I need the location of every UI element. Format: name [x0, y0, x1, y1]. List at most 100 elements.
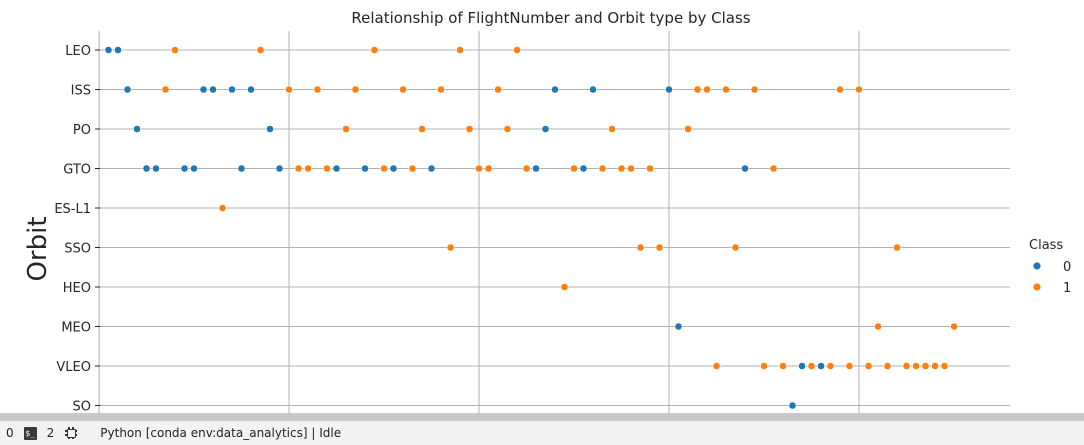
- data-point-class-0: [665, 85, 673, 94]
- data-point-class-1: [684, 125, 692, 133]
- data-point-class-1: [655, 243, 664, 252]
- data-point-class-1: [465, 125, 474, 133]
- data-point-class-1: [883, 362, 892, 370]
- data-point-class-1: [627, 164, 635, 173]
- data-point-class-1: [703, 85, 711, 94]
- data-point-class-0: [532, 164, 540, 173]
- data-point-class-0: [741, 164, 749, 173]
- data-point-class-1: [769, 164, 778, 173]
- terminal-icon[interactable]: $_: [23, 426, 37, 440]
- data-point-class-0: [551, 85, 559, 94]
- data-point-class-1: [446, 243, 455, 252]
- data-point-class-1: [294, 164, 303, 173]
- legend: Class 0 1: [1029, 238, 1071, 296]
- data-point-class-1: [722, 85, 730, 94]
- status-zero-count[interactable]: 0: [6, 426, 14, 440]
- data-point-class-1: [608, 125, 616, 133]
- data-point-class-1: [256, 46, 265, 54]
- data-point-class-1: [370, 46, 379, 54]
- y-tick-label: LEO: [65, 44, 91, 59]
- data-point-class-1: [598, 164, 607, 173]
- data-point-class-0: [674, 322, 683, 331]
- data-point-class-0: [123, 85, 132, 94]
- data-point-class-0: [798, 362, 806, 370]
- data-point-class-1: [940, 362, 949, 370]
- data-point-class-0: [247, 85, 255, 94]
- y-tick-label: SO: [73, 400, 91, 414]
- data-point-class-1: [475, 164, 483, 173]
- grid-lines: [98, 31, 1010, 413]
- data-point-class-0: [817, 362, 825, 370]
- legend-marker-class-0: [1033, 262, 1041, 270]
- data-point-class-0: [589, 85, 597, 94]
- legend-label-class-0: 0: [1063, 260, 1071, 275]
- data-point-class-1: [636, 243, 645, 252]
- data-point-class-1: [456, 46, 464, 54]
- data-point-class-1: [503, 125, 512, 133]
- data-point-class-1: [171, 46, 179, 54]
- data-point-class-0: [180, 164, 189, 173]
- data-point-class-0: [427, 164, 436, 173]
- y-tick-label: ES-L1: [54, 202, 91, 217]
- data-point-class-0: [237, 164, 246, 173]
- y-tick-labels: LEO ISS PO GTO ES-L1 SSO HEO MEO VLEO SO: [54, 44, 100, 413]
- y-tick-label: SSO: [64, 242, 91, 257]
- y-tick-label: HEO: [63, 281, 91, 296]
- data-point-class-1: [437, 85, 445, 94]
- data-point-class-1: [342, 125, 350, 133]
- y-tick-label: PO: [73, 123, 91, 138]
- data-point-class-1: [161, 85, 170, 94]
- data-point-class-1: [731, 243, 740, 252]
- data-point-class-0: [389, 164, 398, 173]
- data-point-class-0: [190, 164, 198, 173]
- data-point-class-0: [228, 85, 236, 94]
- legend-marker-class-1: [1033, 283, 1041, 291]
- data-point-class-1: [712, 362, 721, 370]
- y-tick-label: VLEO: [56, 360, 91, 375]
- data-point-class-0: [142, 164, 151, 173]
- chart-title: Relationship of FlightNumber and Orbit t…: [351, 9, 750, 27]
- data-point-class-1: [522, 164, 531, 173]
- legend-title: Class: [1029, 238, 1063, 253]
- data-point-class-1: [893, 243, 901, 252]
- data-point-class-1: [779, 362, 787, 370]
- legend-label-class-1: 1: [1063, 281, 1071, 296]
- horizontal-scrollbar[interactable]: [0, 413, 1084, 421]
- data-point-class-1: [560, 283, 569, 291]
- data-point-class-1: [807, 362, 816, 370]
- data-point-class-1: [285, 85, 293, 94]
- data-point-class-1: [484, 164, 493, 173]
- data-point-class-1: [902, 362, 911, 370]
- data-point-class-0: [104, 46, 113, 54]
- cpu-chip-icon[interactable]: [64, 426, 78, 440]
- status-kernel-count[interactable]: 2: [46, 426, 55, 440]
- data-point-class-1: [494, 85, 502, 94]
- kernel-status-text[interactable]: Python [conda env:data_analytics] | Idle: [100, 426, 342, 440]
- data-point-class-1: [750, 85, 759, 94]
- data-point-class-1: [218, 204, 227, 212]
- data-point-class-1: [351, 85, 360, 94]
- data-point-class-1: [836, 85, 844, 94]
- data-point-class-1: [408, 164, 417, 173]
- data-point-class-1: [570, 164, 578, 173]
- data-point-class-0: [579, 164, 588, 173]
- y-tick-label: GTO: [63, 163, 91, 178]
- data-point-class-1: [513, 46, 521, 54]
- data-point-class-0: [361, 164, 369, 173]
- data-points: [104, 46, 958, 410]
- data-point-class-1: [912, 362, 920, 370]
- data-point-class-1: [874, 322, 882, 331]
- data-point-class-0: [275, 164, 284, 173]
- data-point-class-0: [541, 125, 550, 133]
- data-point-class-1: [921, 362, 930, 370]
- data-point-class-0: [199, 85, 208, 94]
- y-tick-label: ISS: [71, 84, 91, 99]
- status-bar: 0 $_ 2 Python [conda env:data_analytics]…: [0, 421, 1084, 445]
- data-point-class-1: [760, 362, 768, 370]
- data-point-class-0: [209, 85, 217, 94]
- data-point-class-0: [266, 125, 274, 133]
- data-point-class-0: [152, 164, 160, 173]
- data-point-class-1: [399, 85, 407, 94]
- data-point-class-1: [693, 85, 702, 94]
- data-point-class-1: [617, 164, 626, 173]
